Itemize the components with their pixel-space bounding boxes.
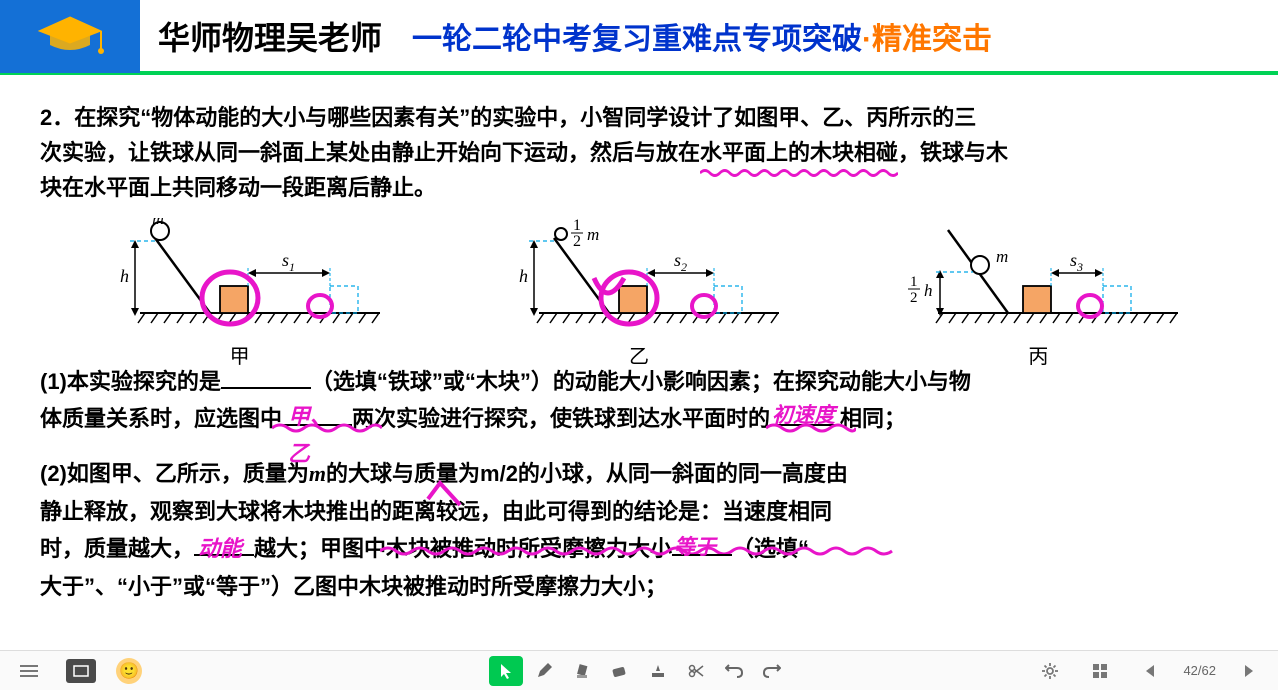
- avatar-icon[interactable]: 🙂: [116, 658, 142, 684]
- pointer-tool-icon[interactable]: [489, 656, 523, 686]
- handwritten-answer-4: 等于: [674, 530, 716, 566]
- blank-5: 等于: [672, 536, 732, 556]
- course-subtitle: 精准突击: [872, 14, 992, 58]
- handwritten-answer-3: 动能: [198, 530, 242, 567]
- question-number: 2: [40, 105, 52, 130]
- svg-text:2: 2: [910, 290, 918, 306]
- highlighter-tool-icon[interactable]: [565, 656, 599, 686]
- blank-2: 甲、乙: [282, 406, 352, 426]
- svg-text:m: m: [587, 225, 599, 244]
- svg-text:h: h: [924, 281, 933, 300]
- diagram-jia-label: 甲: [80, 340, 400, 369]
- svg-text:2: 2: [573, 233, 581, 250]
- question-stem: 2．在探究“物体动能的大小与哪些因素有关”的实验中，小智同学设计了如图甲、乙、丙…: [40, 100, 1238, 206]
- menu-icon[interactable]: [12, 656, 46, 686]
- svg-text:1: 1: [573, 218, 581, 234]
- graduation-cap-icon: [35, 13, 105, 58]
- pen-tool-icon[interactable]: [527, 656, 561, 686]
- svg-text:s1: s1: [282, 250, 295, 274]
- sub-question-2: (2)如图甲、乙所示，质量为m的大球与质量为m/2的小球，从同一斜面的同一高度由…: [40, 455, 1238, 605]
- blank-3: 初速度: [770, 406, 840, 426]
- teacher-name: 华师物理吴老师: [158, 13, 382, 59]
- svg-text:h: h: [120, 266, 129, 286]
- slide-content: 2．在探究“物体动能的大小与哪些因素有关”的实验中，小智同学设计了如图甲、乙、丙…: [0, 75, 1278, 605]
- gear-icon[interactable]: [1033, 656, 1067, 686]
- svg-text:s3: s3: [1070, 250, 1083, 274]
- svg-text:s2: s2: [674, 250, 687, 274]
- diagram-bing-label: 丙: [878, 340, 1198, 369]
- diagram-yi: 1 2 m h s2: [479, 218, 799, 353]
- course-title: 一轮二轮中考复习重难点专项突破·: [412, 14, 872, 58]
- grid-icon[interactable]: [1083, 656, 1117, 686]
- blank-1: [221, 369, 311, 389]
- diagram-jia: m h s1: [80, 218, 400, 353]
- toolbar-right: 42/62: [1033, 656, 1266, 686]
- logo-box: [0, 0, 140, 73]
- blank-4: 动能: [194, 536, 254, 556]
- page-indicator: 42/62: [1183, 663, 1216, 678]
- diagram-yi-label: 乙: [479, 340, 799, 369]
- svg-text:1: 1: [910, 274, 918, 290]
- svg-text:h: h: [519, 266, 528, 286]
- eraser-tool-icon[interactable]: [603, 656, 637, 686]
- toolbar-center: [489, 656, 789, 686]
- scissors-icon[interactable]: [679, 656, 713, 686]
- prev-slide-icon[interactable]: [1133, 656, 1167, 686]
- next-slide-icon[interactable]: [1232, 656, 1266, 686]
- toolbar-left: 🙂: [12, 656, 142, 686]
- svg-text:m: m: [996, 247, 1008, 266]
- slide-header: 华师物理吴老师 一轮二轮中考复习重难点专项突破· 精准突击: [0, 0, 1278, 75]
- svg-text:m: m: [152, 218, 164, 228]
- undo-icon[interactable]: [717, 656, 751, 686]
- presentation-toolbar: 🙂: [0, 650, 1278, 690]
- diagram-bing: m 1 2 h s3 丙: [878, 218, 1198, 353]
- redo-icon[interactable]: [755, 656, 789, 686]
- slideshow-icon[interactable]: [66, 659, 96, 683]
- sub-question-1: (1)本实验探究的是（选填“铁球”或“木块”）的动能大小影响因素；在探究动能大小…: [40, 363, 1238, 438]
- diagram-row: m h s1: [40, 218, 1238, 353]
- laser-tool-icon[interactable]: [641, 656, 675, 686]
- handwritten-answer-1: 甲、乙: [288, 398, 352, 473]
